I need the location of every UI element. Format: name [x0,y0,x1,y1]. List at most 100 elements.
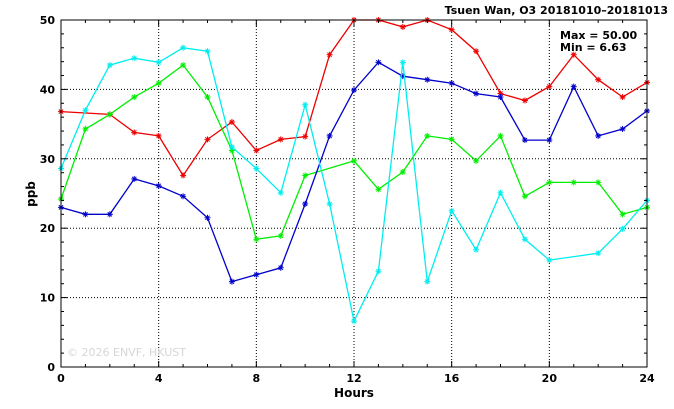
y-tick-label: 20 [40,222,56,235]
data-point [277,136,284,143]
data-point [619,225,626,232]
data-point [204,94,211,101]
data-point [570,51,577,58]
data-point [473,90,480,97]
x-axis-label: Hours [334,386,374,400]
data-point [106,211,113,218]
data-point [82,125,89,132]
data-point [302,133,309,140]
data-point [351,157,357,164]
data-point [546,179,553,186]
data-point [253,271,260,278]
x-tick-label: 12 [346,372,361,385]
data-point [277,189,284,196]
data-point [302,172,309,179]
data-point [106,62,113,69]
data-point [473,48,480,55]
data-point [399,168,406,175]
data-point [131,55,138,62]
data-point [424,278,431,285]
data-point [82,107,89,114]
data-point [619,94,626,101]
data-point [521,137,528,144]
x-tick-label: 4 [155,372,163,385]
data-point [106,111,113,118]
data-point [546,83,553,90]
data-point [473,246,480,253]
data-point [497,132,504,139]
grid-lines [61,20,647,367]
data-point [399,23,406,30]
data-point [473,157,480,164]
data-point [497,94,504,101]
y-tick-label: 30 [40,153,56,166]
data-point [521,193,528,200]
data-point [155,59,162,66]
data-point [180,193,187,200]
data-point [424,132,431,139]
data-point [375,268,382,275]
data-point [497,189,504,196]
data-point [375,186,382,193]
x-tick-label: 16 [444,372,460,385]
data-point [399,59,406,66]
data-point [180,44,187,51]
x-tick-label: 20 [542,372,558,385]
y-tick-label: 10 [40,292,56,305]
data-point [131,175,138,182]
data-point [546,137,553,144]
data-point [204,136,211,143]
data-point [302,200,309,207]
series-line [60,47,648,324]
data-point [180,172,187,179]
data-point [521,97,528,104]
data-point [326,51,333,58]
data-point [277,264,284,271]
data-point [277,232,284,239]
data-point [155,80,162,87]
y-tick-label: 0 [47,361,55,374]
y-axis-label: ppb [24,181,38,207]
data-point [204,48,211,55]
data-point [155,132,162,139]
min-label: Min = 6.63 [560,41,627,54]
data-point [448,136,455,143]
data-point [570,83,577,90]
data-point [424,76,431,83]
series-line [60,64,648,241]
data-point [228,119,235,126]
chart-title: Tsuen Wan, O3 20181010–20181013 [445,4,668,17]
data-point [619,211,626,218]
series-4 [58,44,650,325]
data-point [82,211,89,218]
data-point [131,94,138,101]
data-point [131,129,138,136]
data-point [180,62,187,69]
data-point [595,132,602,139]
y-tick-label: 50 [40,14,56,27]
data-point [570,179,577,186]
data-point [204,214,211,221]
x-tick-label: 0 [57,372,65,385]
data-point [595,179,602,186]
x-tick-label: 8 [253,372,261,385]
max-label: Max = 50.00 [560,29,637,42]
data-point [521,236,528,243]
data-point [448,80,455,87]
data-point [155,182,162,189]
axis-ticks: 0 4 8 12 16 20 24 0 10 20 30 40 50 [40,14,655,385]
data-point [302,101,309,108]
y-tick-label: 40 [40,83,56,96]
x-tick-label: 24 [639,372,655,385]
data-point [375,59,382,66]
data-point [619,125,626,132]
data-point [546,257,553,264]
data-point [351,87,357,94]
data-point [228,144,235,151]
data-point [351,318,357,325]
watermark: © 2026 ENVF, HKUST [67,346,186,359]
data-point [326,200,333,207]
data-point [448,207,455,214]
series-3 [58,59,650,285]
